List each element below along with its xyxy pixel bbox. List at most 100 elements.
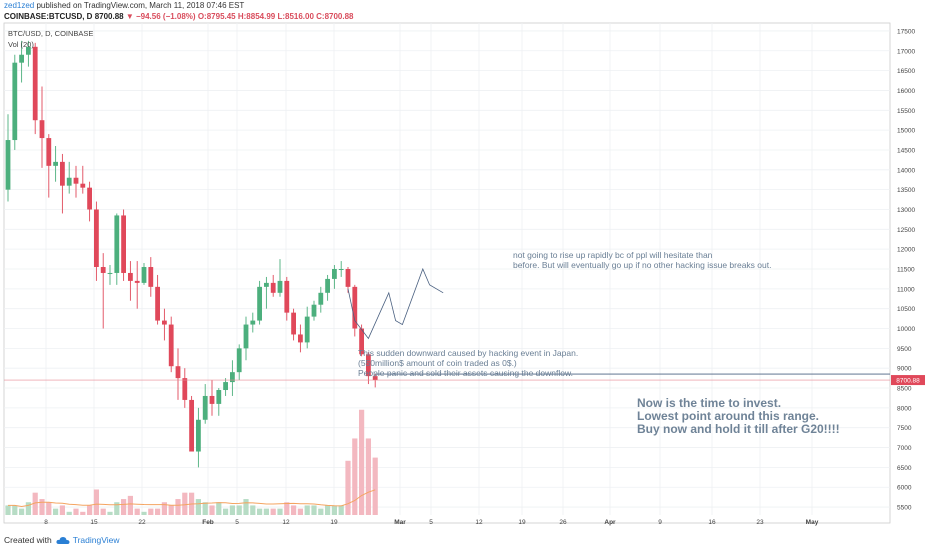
volume-bar <box>59 505 65 515</box>
candle-body <box>325 278 330 293</box>
candle-body <box>134 280 140 283</box>
volume-bar <box>229 505 235 515</box>
y-tick-label: 11500 <box>897 267 915 274</box>
candle-body <box>46 138 52 166</box>
y-tick-label: 17000 <box>897 48 915 55</box>
candle-body <box>148 267 154 287</box>
volume-bar <box>32 492 38 515</box>
x-tick-label: 5 <box>429 519 433 526</box>
candle-body <box>359 328 364 355</box>
volume-bar <box>243 499 249 515</box>
volume-bar <box>223 508 229 515</box>
volume-bar <box>345 460 351 515</box>
y-tick-label: 8000 <box>897 405 912 412</box>
x-tick-label: Apr <box>604 519 616 526</box>
volume-bar <box>73 508 79 515</box>
x-tick-label: 22 <box>138 519 146 526</box>
candle-body <box>128 272 133 281</box>
volume-bar <box>277 508 283 515</box>
x-tick-label: May <box>806 519 819 526</box>
y-tick-label: 7000 <box>897 445 912 452</box>
candle-body <box>196 419 201 452</box>
volume-bar <box>311 505 317 515</box>
x-tick-label: 5 <box>235 519 239 526</box>
y-tick-label: 15000 <box>897 128 915 135</box>
candle-body <box>53 161 58 166</box>
candle-body <box>372 376 378 381</box>
change-value: ▼ −94.56 (−1.08%) <box>125 12 196 21</box>
volume-bar <box>372 457 378 515</box>
volume-bar <box>270 508 276 515</box>
candle-body <box>318 292 324 305</box>
candle-body <box>298 334 303 343</box>
y-tick-label: 12000 <box>897 247 915 254</box>
volume-bar <box>100 508 106 515</box>
y-tick-label: 16500 <box>897 68 915 75</box>
candle-body <box>202 395 208 420</box>
candle-body <box>304 316 310 343</box>
candle-body <box>100 267 106 273</box>
candle-body <box>223 382 228 391</box>
candle-body <box>270 282 276 293</box>
y-tick-label: 8500 <box>897 386 912 393</box>
candle-body <box>39 120 45 139</box>
volume-bar <box>291 505 297 515</box>
candle-body <box>277 280 283 293</box>
created-with-text: Created with <box>4 535 52 545</box>
candle-body <box>32 46 38 121</box>
x-tick-label: 26 <box>559 519 567 526</box>
volume-bar <box>284 502 290 515</box>
candle-body <box>230 372 235 383</box>
volume-bar <box>318 508 324 515</box>
volume-bar <box>12 505 18 515</box>
volume-bar <box>209 505 215 515</box>
volume-bar <box>182 492 188 515</box>
y-tick-label: 9500 <box>897 346 912 353</box>
candle-body <box>264 282 269 287</box>
volume-bar <box>114 502 120 515</box>
candle-body <box>182 378 188 400</box>
volume-bar <box>216 502 222 515</box>
volume-bar <box>365 438 371 515</box>
y-tick-label: 9000 <box>897 366 912 373</box>
volume-bar <box>263 508 269 515</box>
y-tick-label: 10000 <box>897 326 915 333</box>
y-tick-label: 14500 <box>897 147 915 154</box>
x-tick-label: 23 <box>756 519 764 526</box>
annotation-hacking: This sudden downward caused by hacking e… <box>358 348 579 378</box>
candle-body <box>5 140 11 190</box>
candle-body <box>66 177 72 186</box>
volume-bar <box>93 489 99 515</box>
close-value: 8700.88 <box>94 12 124 21</box>
candle-body <box>80 183 86 188</box>
candle-body <box>332 269 337 279</box>
annotation-hesitate: not going to rise up rapidly bc of ppl w… <box>513 250 772 270</box>
volume-bar <box>352 438 358 515</box>
candle-body <box>168 324 174 367</box>
footer: Created with TradingView <box>4 535 120 545</box>
candle-body <box>87 187 92 210</box>
candle-body <box>236 348 242 373</box>
y-tick-label: 13500 <box>897 187 915 194</box>
volume-bar <box>195 499 201 515</box>
author-link[interactable]: zed1zed <box>4 1 35 10</box>
x-tick-label: 19 <box>518 519 526 526</box>
volume-bar <box>87 505 93 515</box>
volume-bar <box>148 508 154 515</box>
candle-body <box>19 54 24 63</box>
candle-body <box>291 312 296 335</box>
published-text: published on TradingView.com, March 11, … <box>36 1 245 10</box>
volume-bar <box>5 505 11 515</box>
x-tick-label: 15 <box>90 519 98 526</box>
candle-body <box>257 286 262 321</box>
y-tick-label: 12500 <box>897 227 915 234</box>
ohlc-values: O:8795.45 H:8854.99 L:8516.00 C:8700.88 <box>197 12 354 21</box>
x-tick-label: 19 <box>330 519 338 526</box>
x-tick-label: Mar <box>394 519 406 526</box>
y-axis: 5500 6000 6500 7000 7500 8000 8500 9000 9500 1000… <box>897 28 915 511</box>
pane-title: BTC/USD, D, COINBASE <box>8 29 93 38</box>
candle-body <box>26 46 31 55</box>
tradingview-logo[interactable]: TradingView <box>56 535 120 545</box>
volume-label: Vol (20) <box>8 40 34 49</box>
